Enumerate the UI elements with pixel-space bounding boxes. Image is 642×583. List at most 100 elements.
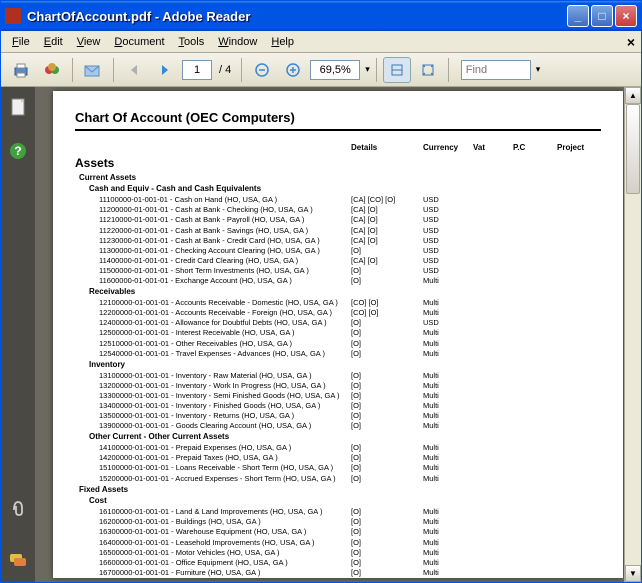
account-currency: Multi xyxy=(423,401,473,411)
account-row: 12200000-01-001-01 - Accounts Receivable… xyxy=(75,308,601,318)
fit-page-button[interactable] xyxy=(414,57,442,83)
account-currency: USD xyxy=(423,266,473,276)
page-total-label: / 4 xyxy=(219,64,231,76)
account-name: 11230000-01-001-01 - Cash at Bank - Cred… xyxy=(99,236,351,246)
close-button[interactable]: × xyxy=(615,5,637,27)
scroll-down-button[interactable]: ▼ xyxy=(625,565,641,582)
zoom-input[interactable] xyxy=(310,60,360,80)
header-project: Project xyxy=(557,143,601,154)
account-name: 16500000-01-001-01 - Motor Vehicles (HO,… xyxy=(99,548,351,558)
account-details: [O] xyxy=(351,246,423,256)
doc-close-button[interactable]: × xyxy=(627,34,635,50)
account-row: 16400000-01-001-01 - Leasehold Improveme… xyxy=(75,538,601,548)
comments-panel-button[interactable] xyxy=(8,550,28,570)
minimize-button[interactable]: _ xyxy=(567,5,589,27)
prev-page-button[interactable] xyxy=(120,57,148,83)
zoom-dropdown-icon[interactable]: ▾ xyxy=(365,64,370,75)
account-row: 12400000-01-001-01 - Allowance for Doubt… xyxy=(75,318,601,328)
account-row: 13900000-01-001-01 - Goods Clearing Acco… xyxy=(75,421,601,431)
account-details: [O] xyxy=(351,443,423,453)
account-currency: Multi xyxy=(423,298,473,308)
print-button[interactable] xyxy=(7,57,35,83)
next-page-button[interactable] xyxy=(151,57,179,83)
account-row: 16500000-01-001-01 - Motor Vehicles (HO,… xyxy=(75,548,601,558)
account-details: [O] xyxy=(351,339,423,349)
account-details: [CO] [O] xyxy=(351,298,423,308)
menu-document[interactable]: Document xyxy=(107,34,171,50)
minus-icon xyxy=(254,62,270,78)
account-name: 13900000-01-001-01 - Goods Clearing Acco… xyxy=(99,421,351,431)
account-currency: USD xyxy=(423,236,473,246)
menu-view[interactable]: View xyxy=(70,34,108,50)
vertical-scrollbar[interactable]: ▲ ▼ xyxy=(624,87,641,582)
arrow-left-icon xyxy=(126,62,142,78)
attachments-panel-button[interactable] xyxy=(8,498,28,518)
account-currency: Multi xyxy=(423,548,473,558)
account-row: 11200000-01-001-01 - Cash at Bank - Chec… xyxy=(75,205,601,215)
side-panel: ? xyxy=(1,87,35,582)
collab-icon xyxy=(43,61,61,79)
help-panel-button[interactable]: ? xyxy=(8,141,28,161)
account-name: 11200000-01-001-01 - Cash at Bank - Chec… xyxy=(99,205,351,215)
menu-tools[interactable]: Tools xyxy=(172,34,212,50)
window-title: ChartOfAccount.pdf - Adobe Reader xyxy=(27,9,567,24)
account-row: 11210000-01-001-01 - Cash at Bank - Payr… xyxy=(75,215,601,225)
account-details: [O] xyxy=(351,276,423,286)
account-name: 12400000-01-001-01 - Allowance for Doubt… xyxy=(99,318,351,328)
account-name: 16400000-01-001-01 - Leasehold Improveme… xyxy=(99,538,351,548)
maximize-button[interactable]: □ xyxy=(591,5,613,27)
report-title: Chart Of Account (OEC Computers) xyxy=(75,109,601,131)
account-row: 11400000-01-001-01 - Credit Card Clearin… xyxy=(75,256,601,266)
menu-help[interactable]: Help xyxy=(264,34,301,50)
scroll-thumb[interactable] xyxy=(626,104,640,194)
header-vat: Vat xyxy=(473,143,513,154)
account-details: [CO] [O] xyxy=(351,308,423,318)
account-currency: Multi xyxy=(423,391,473,401)
account-name: 13200000-01-001-01 - Inventory - Work In… xyxy=(99,381,351,391)
separator xyxy=(376,58,377,82)
account-currency: USD xyxy=(423,256,473,266)
account-name: 13300000-01-001-01 - Inventory - Semi Fi… xyxy=(99,391,351,401)
account-row: 15200000-01-001-01 - Accrued Expenses - … xyxy=(75,474,601,484)
account-name: 16300000-01-001-01 - Warehouse Equipment… xyxy=(99,527,351,537)
account-name: 11220000-01-001-01 - Cash at Bank - Savi… xyxy=(99,226,351,236)
zoom-out-button[interactable] xyxy=(248,57,276,83)
page-number-input[interactable] xyxy=(182,60,212,80)
menu-bar: File Edit View Document Tools Window Hel… xyxy=(1,31,641,53)
menu-window[interactable]: Window xyxy=(211,34,264,50)
collab-button[interactable] xyxy=(38,57,66,83)
find-dropdown-icon[interactable]: ▾ xyxy=(536,64,541,75)
account-currency: Multi xyxy=(423,371,473,381)
account-name: 12500000-01-001-01 - Interest Receivable… xyxy=(99,328,351,338)
account-currency: Multi xyxy=(423,421,473,431)
account-row: 16200000-01-001-01 - Buildings (HO, USA,… xyxy=(75,517,601,527)
find-input[interactable] xyxy=(461,60,531,80)
toolbar: / 4 ▾ ▾ xyxy=(1,53,641,87)
account-details: [O] xyxy=(351,328,423,338)
account-currency: Multi xyxy=(423,507,473,517)
pages-panel-button[interactable] xyxy=(8,97,28,117)
account-details: [O] xyxy=(351,568,423,578)
menu-edit[interactable]: Edit xyxy=(37,34,70,50)
account-details: [O] xyxy=(351,463,423,473)
account-name: 11210000-01-001-01 - Cash at Bank - Payr… xyxy=(99,215,351,225)
category-label: Fixed Assets xyxy=(75,485,601,496)
zoom-in-button[interactable] xyxy=(279,57,307,83)
column-headers: Details Currency Vat P.C Project xyxy=(75,143,601,154)
account-name: 15100000-01-001-01 - Loans Receivable - … xyxy=(99,463,351,473)
account-details: [O] xyxy=(351,548,423,558)
account-details: [O] xyxy=(351,349,423,359)
fit-width-icon xyxy=(389,62,405,78)
scroll-up-button[interactable]: ▲ xyxy=(625,87,641,104)
menu-file[interactable]: File xyxy=(5,34,37,50)
account-details: [O] xyxy=(351,474,423,484)
account-row: 13500000-01-001-01 - Inventory - Returns… xyxy=(75,411,601,421)
account-name: 15200000-01-001-01 - Accrued Expenses - … xyxy=(99,474,351,484)
account-details: [CA] [O] xyxy=(351,205,423,215)
header-details: Details xyxy=(351,143,423,154)
fit-width-button[interactable] xyxy=(383,57,411,83)
account-name: 16600000-01-001-01 - Office Equipment (H… xyxy=(99,558,351,568)
account-name: 16200000-01-001-01 - Buildings (HO, USA,… xyxy=(99,517,351,527)
account-row: 13100000-01-001-01 - Inventory - Raw Mat… xyxy=(75,371,601,381)
email-button[interactable] xyxy=(79,57,107,83)
